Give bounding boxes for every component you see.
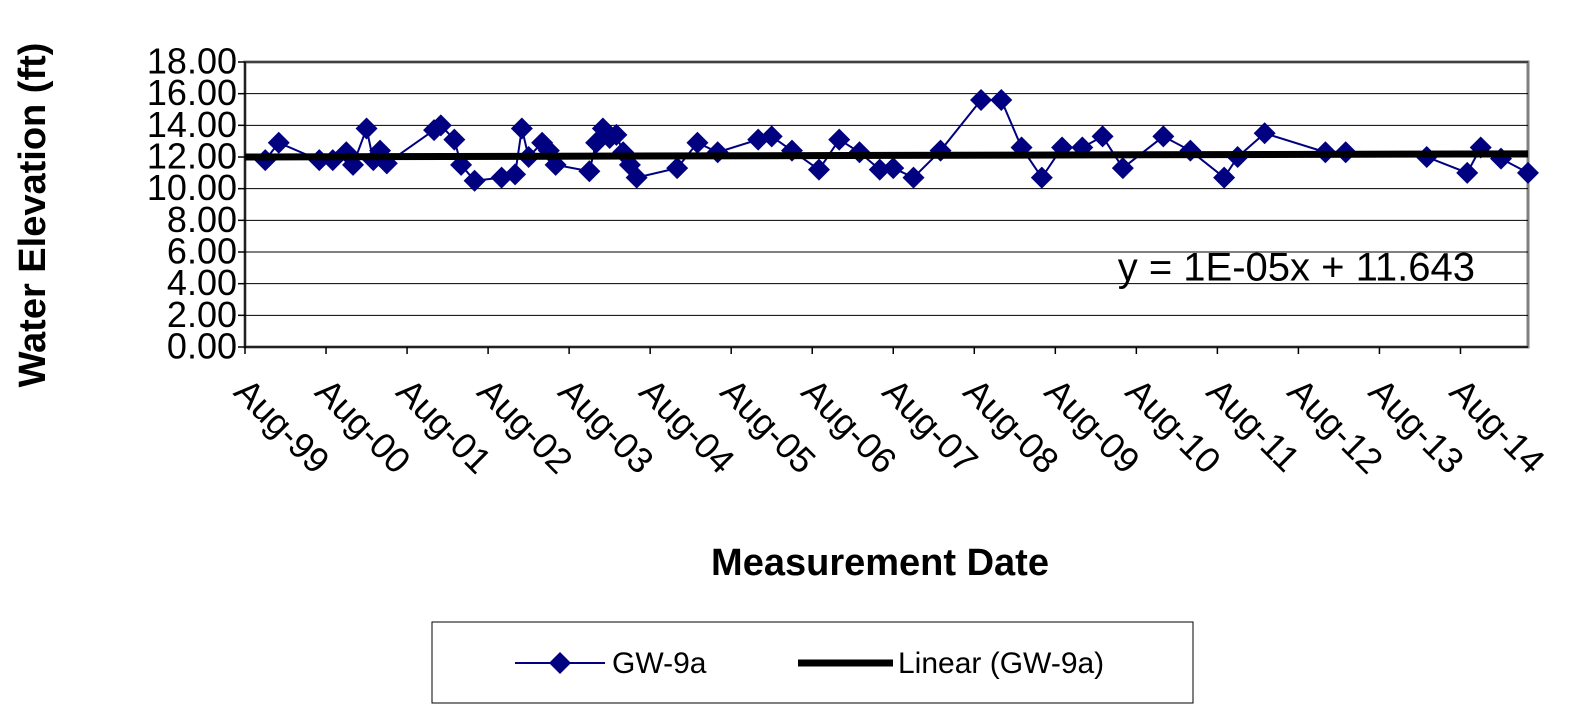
marker [828, 128, 851, 151]
marker [1111, 157, 1134, 180]
marker [1030, 166, 1053, 189]
trendline-equation: y = 1E-05x + 11.643 [1118, 246, 1475, 290]
marker [429, 114, 452, 137]
marker [1152, 125, 1175, 148]
marker [1213, 166, 1236, 189]
marker [882, 157, 905, 180]
marker [1517, 161, 1539, 184]
y-tick-label: 2.00 [167, 294, 237, 335]
y-tick-label: 6.00 [167, 231, 237, 272]
x-axis-title: Measurement Date [711, 542, 1049, 584]
marker [686, 131, 709, 154]
marker [990, 89, 1013, 111]
y-tick-label: 0.00 [167, 326, 237, 367]
y-tick-label: 16.00 [147, 72, 237, 113]
marker [510, 117, 533, 140]
y-tick-label: 8.00 [167, 199, 237, 240]
legend-marker [549, 652, 571, 674]
y-tick-label: 12.00 [147, 136, 237, 177]
marker [355, 117, 378, 140]
y-tick-label: 14.00 [147, 104, 237, 145]
y-tick-label: 10.00 [147, 167, 237, 208]
marker [578, 160, 601, 183]
plot-area [243, 60, 1530, 349]
marker [605, 123, 628, 146]
legend-label: Linear (GW-9a) [898, 647, 1104, 680]
y-axis-title: Water Elevation (ft) [12, 43, 54, 388]
marker [868, 158, 891, 181]
marker [760, 125, 783, 148]
marker [1253, 122, 1276, 145]
legend-label: GW-9a [612, 647, 707, 680]
y-tick-label: 18.00 [147, 41, 237, 82]
trendline [244, 150, 1529, 161]
marker [970, 89, 993, 111]
marker [504, 163, 527, 186]
marker [267, 131, 290, 154]
marker [1091, 125, 1114, 148]
marker [807, 158, 830, 181]
y-tick-label: 4.00 [167, 262, 237, 303]
marker [666, 157, 689, 180]
marker [443, 128, 466, 151]
marker [463, 169, 486, 192]
marker [1456, 161, 1479, 184]
marker [625, 166, 648, 189]
marker [902, 166, 925, 189]
